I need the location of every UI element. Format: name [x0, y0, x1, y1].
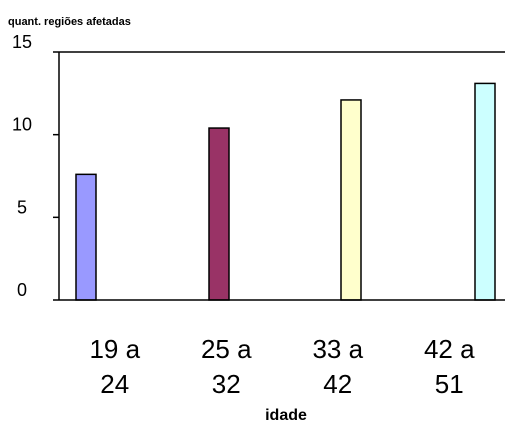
x-tick-label-line1: 25 a	[201, 334, 252, 364]
bars	[75, 82, 496, 301]
bar	[474, 82, 496, 301]
bar	[208, 127, 230, 301]
y-axis-ticks: 0 5 10 15	[12, 32, 505, 301]
x-tick-label-line2: 42	[323, 369, 352, 399]
x-tick-label-line2: 24	[100, 369, 129, 399]
y-tick-label: 15	[12, 32, 32, 52]
x-axis-label: idade	[265, 407, 307, 423]
bar	[340, 99, 362, 301]
x-axis-tick-labels: 19 a 24 25 a 32 33 a 42 42 a 51	[89, 334, 475, 399]
x-tick-label-line2: 32	[212, 369, 241, 399]
x-tick-label-line1: 42 a	[424, 334, 475, 364]
y-tick-label: 5	[17, 197, 27, 217]
bar	[75, 173, 97, 301]
y-tick-label: 10	[12, 115, 32, 135]
x-tick-label-line1: 19 a	[89, 334, 140, 364]
x-tick-label-line1: 33 a	[312, 334, 363, 364]
y-tick-label: 0	[17, 280, 27, 300]
x-tick-label-line2: 51	[435, 369, 464, 399]
y-axis-label: quant. regiões afetadas	[8, 16, 131, 28]
